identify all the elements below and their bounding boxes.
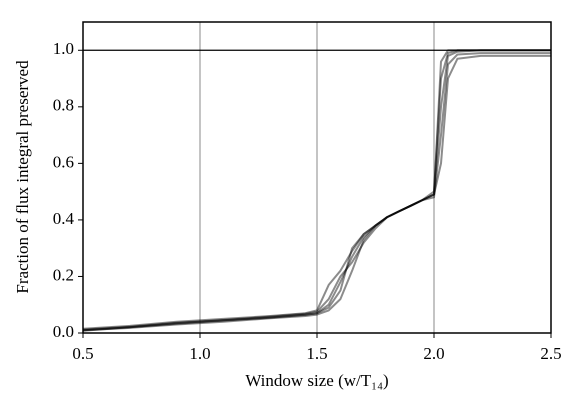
- y-tick-label: 0.4: [53, 209, 75, 228]
- series-line: [82, 54, 551, 331]
- series-line: [82, 52, 551, 332]
- series-line: [82, 49, 551, 332]
- x-axis-label: Window size (w/T₁₄): [245, 371, 388, 390]
- series-line: [82, 49, 551, 332]
- plot-frame: [82, 21, 552, 334]
- y-axis-label: Fraction of flux integral preserved: [13, 60, 32, 294]
- y-tick-label: 0.8: [53, 96, 74, 115]
- x-tick-label: 2.5: [540, 344, 561, 363]
- x-tick-label: 1.5: [306, 344, 327, 363]
- x-tick-label: 2.0: [423, 344, 444, 363]
- y-tick-label: 0.0: [53, 322, 74, 341]
- y-tick-label: 1.0: [53, 39, 74, 58]
- series-line: [82, 49, 551, 330]
- y-tick-label: 0.2: [53, 265, 74, 284]
- y-tick-label: 0.6: [53, 152, 74, 171]
- x-tick-label: 1.0: [189, 344, 210, 363]
- x-tick-label: 0.5: [72, 344, 93, 363]
